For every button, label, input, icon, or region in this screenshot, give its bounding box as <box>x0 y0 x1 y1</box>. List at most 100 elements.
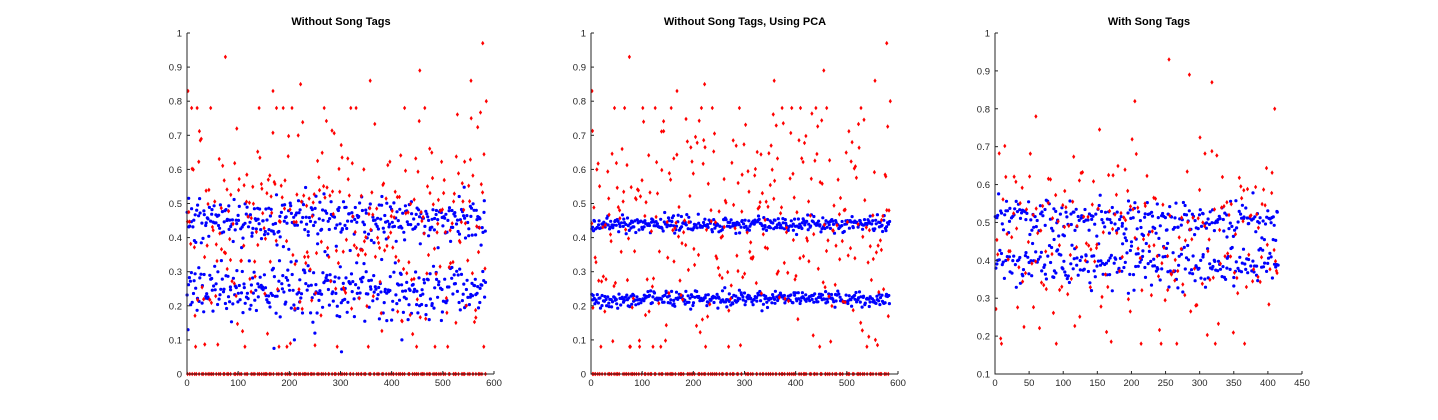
data-point-blue <box>1000 222 1004 226</box>
data-point-blue <box>690 294 694 299</box>
data-point-blue <box>1239 270 1244 274</box>
data-point-blue <box>353 217 357 222</box>
data-point-blue <box>842 229 846 234</box>
data-point-blue <box>407 303 411 307</box>
data-point-red <box>794 273 798 279</box>
data-point-blue <box>347 212 351 216</box>
data-point-blue <box>1007 255 1012 259</box>
data-point-red <box>470 271 474 276</box>
data-point-blue <box>270 293 275 297</box>
data-point-red <box>322 183 326 189</box>
data-point-red <box>1069 276 1073 282</box>
data-point-red <box>596 161 600 166</box>
data-point-blue <box>446 218 450 222</box>
data-point-blue <box>1152 264 1157 268</box>
data-point-red <box>296 133 300 138</box>
data-point-blue <box>685 213 689 217</box>
data-point-blue <box>1233 228 1237 232</box>
data-point-red <box>306 254 310 260</box>
data-point-blue <box>420 288 424 292</box>
data-point-blue <box>814 297 818 301</box>
data-point-blue <box>385 319 389 323</box>
data-point-red <box>735 253 739 258</box>
data-point-red <box>461 199 465 204</box>
data-point-blue <box>806 228 810 232</box>
data-point-blue <box>221 290 226 294</box>
data-point-blue <box>463 216 467 220</box>
y-tick-label: 0.9 <box>169 63 182 74</box>
data-point-red <box>1212 207 1217 212</box>
data-point-blue <box>265 298 269 302</box>
data-point-red <box>686 267 690 273</box>
data-point-blue <box>1179 252 1183 256</box>
data-point-blue <box>591 229 596 233</box>
data-point-red <box>371 212 375 217</box>
data-point-blue <box>832 231 837 235</box>
data-point-blue <box>350 290 354 294</box>
data-point-red <box>415 344 419 349</box>
data-point-blue <box>1252 270 1256 274</box>
data-point-red <box>1275 270 1279 276</box>
data-point-red <box>418 68 422 73</box>
data-point-red <box>1256 225 1260 231</box>
data-point-red <box>997 151 1001 156</box>
data-point-blue <box>462 282 466 286</box>
data-point-red <box>797 138 801 143</box>
data-point-red <box>1087 243 1091 248</box>
data-point-blue <box>272 275 276 279</box>
data-point-red <box>676 234 681 239</box>
data-point-red <box>190 105 194 111</box>
data-point-blue <box>350 219 354 223</box>
data-point-red <box>798 105 803 111</box>
data-point-blue <box>770 301 774 305</box>
data-point-blue <box>706 293 710 297</box>
data-point-blue <box>405 280 409 284</box>
data-point-blue <box>349 272 354 276</box>
data-point-blue <box>772 297 777 301</box>
data-point-blue <box>398 207 402 211</box>
data-point-blue <box>789 219 793 223</box>
data-point-blue <box>281 245 285 249</box>
data-point-blue <box>616 306 620 310</box>
data-point-blue <box>296 306 300 310</box>
data-point-blue <box>1024 251 1028 255</box>
data-point-blue <box>406 318 410 322</box>
data-point-blue <box>361 275 365 279</box>
data-point-blue <box>836 289 840 293</box>
data-point-blue <box>244 212 248 216</box>
data-point-red <box>758 199 762 205</box>
data-point-blue <box>284 276 288 280</box>
data-point-blue <box>1108 273 1112 277</box>
data-point-red <box>1244 284 1248 290</box>
data-point-red <box>303 254 307 260</box>
data-point-blue <box>320 292 324 296</box>
data-point-red <box>232 281 236 286</box>
data-point-red <box>442 190 446 196</box>
data-point-red <box>462 207 466 213</box>
data-point-blue <box>306 233 310 237</box>
data-point-blue <box>1104 261 1108 265</box>
data-point-blue <box>782 293 787 298</box>
data-point-red <box>257 105 261 111</box>
data-point-blue <box>755 299 759 303</box>
data-point-blue <box>846 301 850 306</box>
data-point-red <box>202 296 206 302</box>
data-point-red <box>1004 174 1008 180</box>
data-point-blue <box>1218 267 1223 271</box>
data-point-blue <box>695 289 699 294</box>
data-point-red <box>1031 304 1036 310</box>
data-point-blue <box>430 217 434 221</box>
data-point-red <box>822 68 826 73</box>
data-point-blue <box>749 296 753 300</box>
data-point-blue <box>1064 273 1068 277</box>
data-point-blue <box>1201 255 1205 259</box>
data-point-blue <box>310 208 314 212</box>
data-point-blue <box>1147 249 1151 253</box>
data-point-red <box>1169 272 1174 277</box>
data-point-red <box>1034 114 1038 119</box>
data-point-blue <box>415 303 419 307</box>
data-point-blue <box>1262 238 1266 242</box>
data-point-red <box>373 254 377 260</box>
data-point-red <box>604 277 608 282</box>
data-point-blue <box>362 223 366 227</box>
